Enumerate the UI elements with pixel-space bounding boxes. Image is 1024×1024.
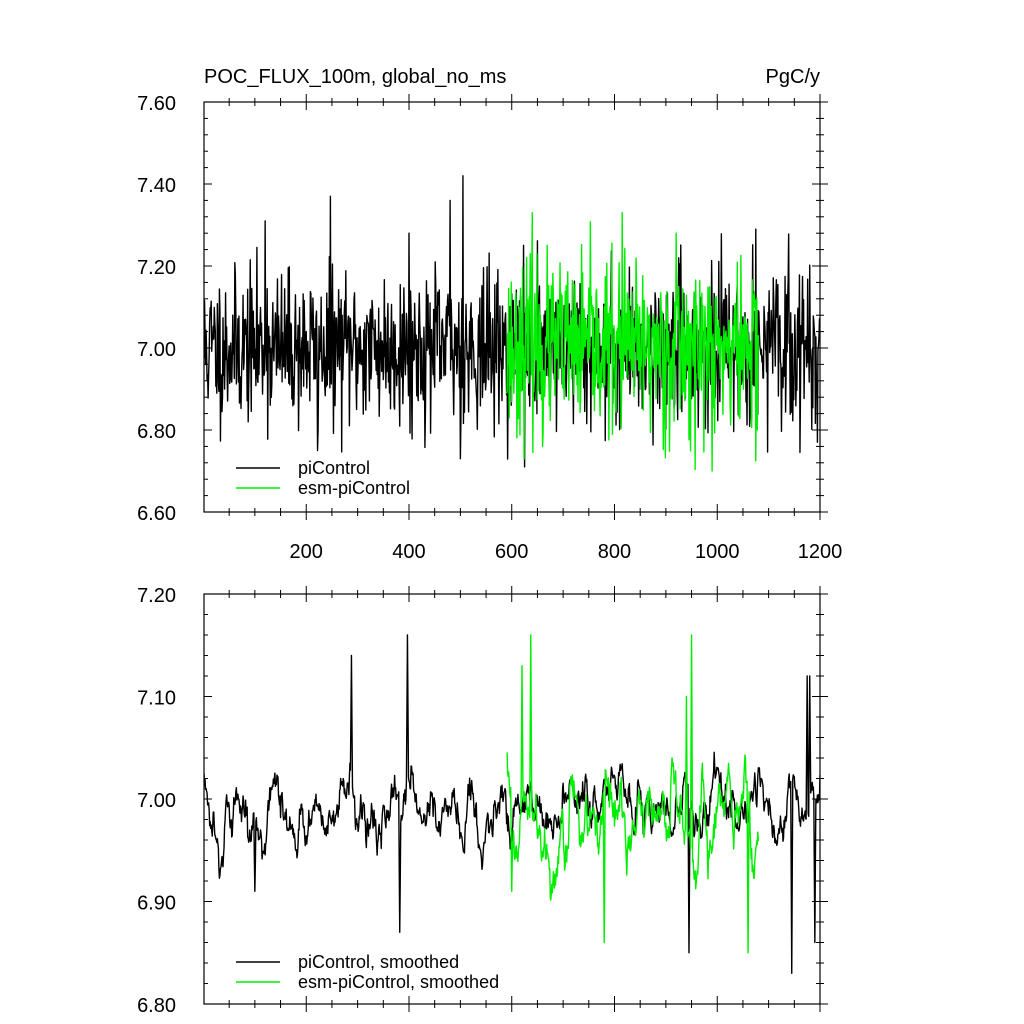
y-tick-label: 7.00 (137, 339, 176, 361)
series-line-esm-picontrol (505, 212, 760, 472)
bottom-plot: 6.80 6.90 7.00 7.10 7.20 piControl, smoothede… (137, 585, 828, 1017)
series-line-picontrol-smoothed (204, 634, 820, 974)
x-tick-label: 1000 (695, 541, 740, 563)
legend-label: esm-piControl, smoothed (298, 972, 499, 992)
x-tick-label: 800 (598, 541, 631, 563)
x-tick-label: 400 (392, 541, 425, 563)
y-tick-label: 6.80 (137, 421, 176, 443)
y-tick-label: 7.20 (137, 585, 176, 607)
units-label: PgC/y (766, 66, 820, 88)
x-tick-label: 1200 (798, 541, 843, 563)
top-plot: 200 400 600 800 1000 1200 6.60 6.80 7.00 7.20 7.40… (137, 93, 842, 563)
series-line-esm-picontrol-smoothed (506, 634, 760, 954)
y-tick-label: 6.60 (137, 503, 176, 525)
y-tick-label: 7.20 (137, 257, 176, 279)
y-tick-label: 6.90 (137, 893, 176, 915)
x-tick-label: 600 (495, 541, 528, 563)
y-tick-label: 7.10 (137, 688, 176, 710)
legend-label: piControl (298, 458, 370, 478)
chart-title: POC_FLUX_100m, global_no_ms (204, 66, 506, 88)
y-tick-label: 7.40 (137, 175, 176, 197)
legend-label: esm-piControl (298, 478, 410, 498)
y-tick-label: 7.00 (137, 790, 176, 812)
x-tick-label: 200 (290, 541, 323, 563)
legend-label: piControl, smoothed (298, 952, 459, 972)
y-tick-label: 6.80 (137, 995, 176, 1017)
y-tick-label: 7.60 (137, 93, 176, 115)
plot-frame (203, 593, 821, 1005)
